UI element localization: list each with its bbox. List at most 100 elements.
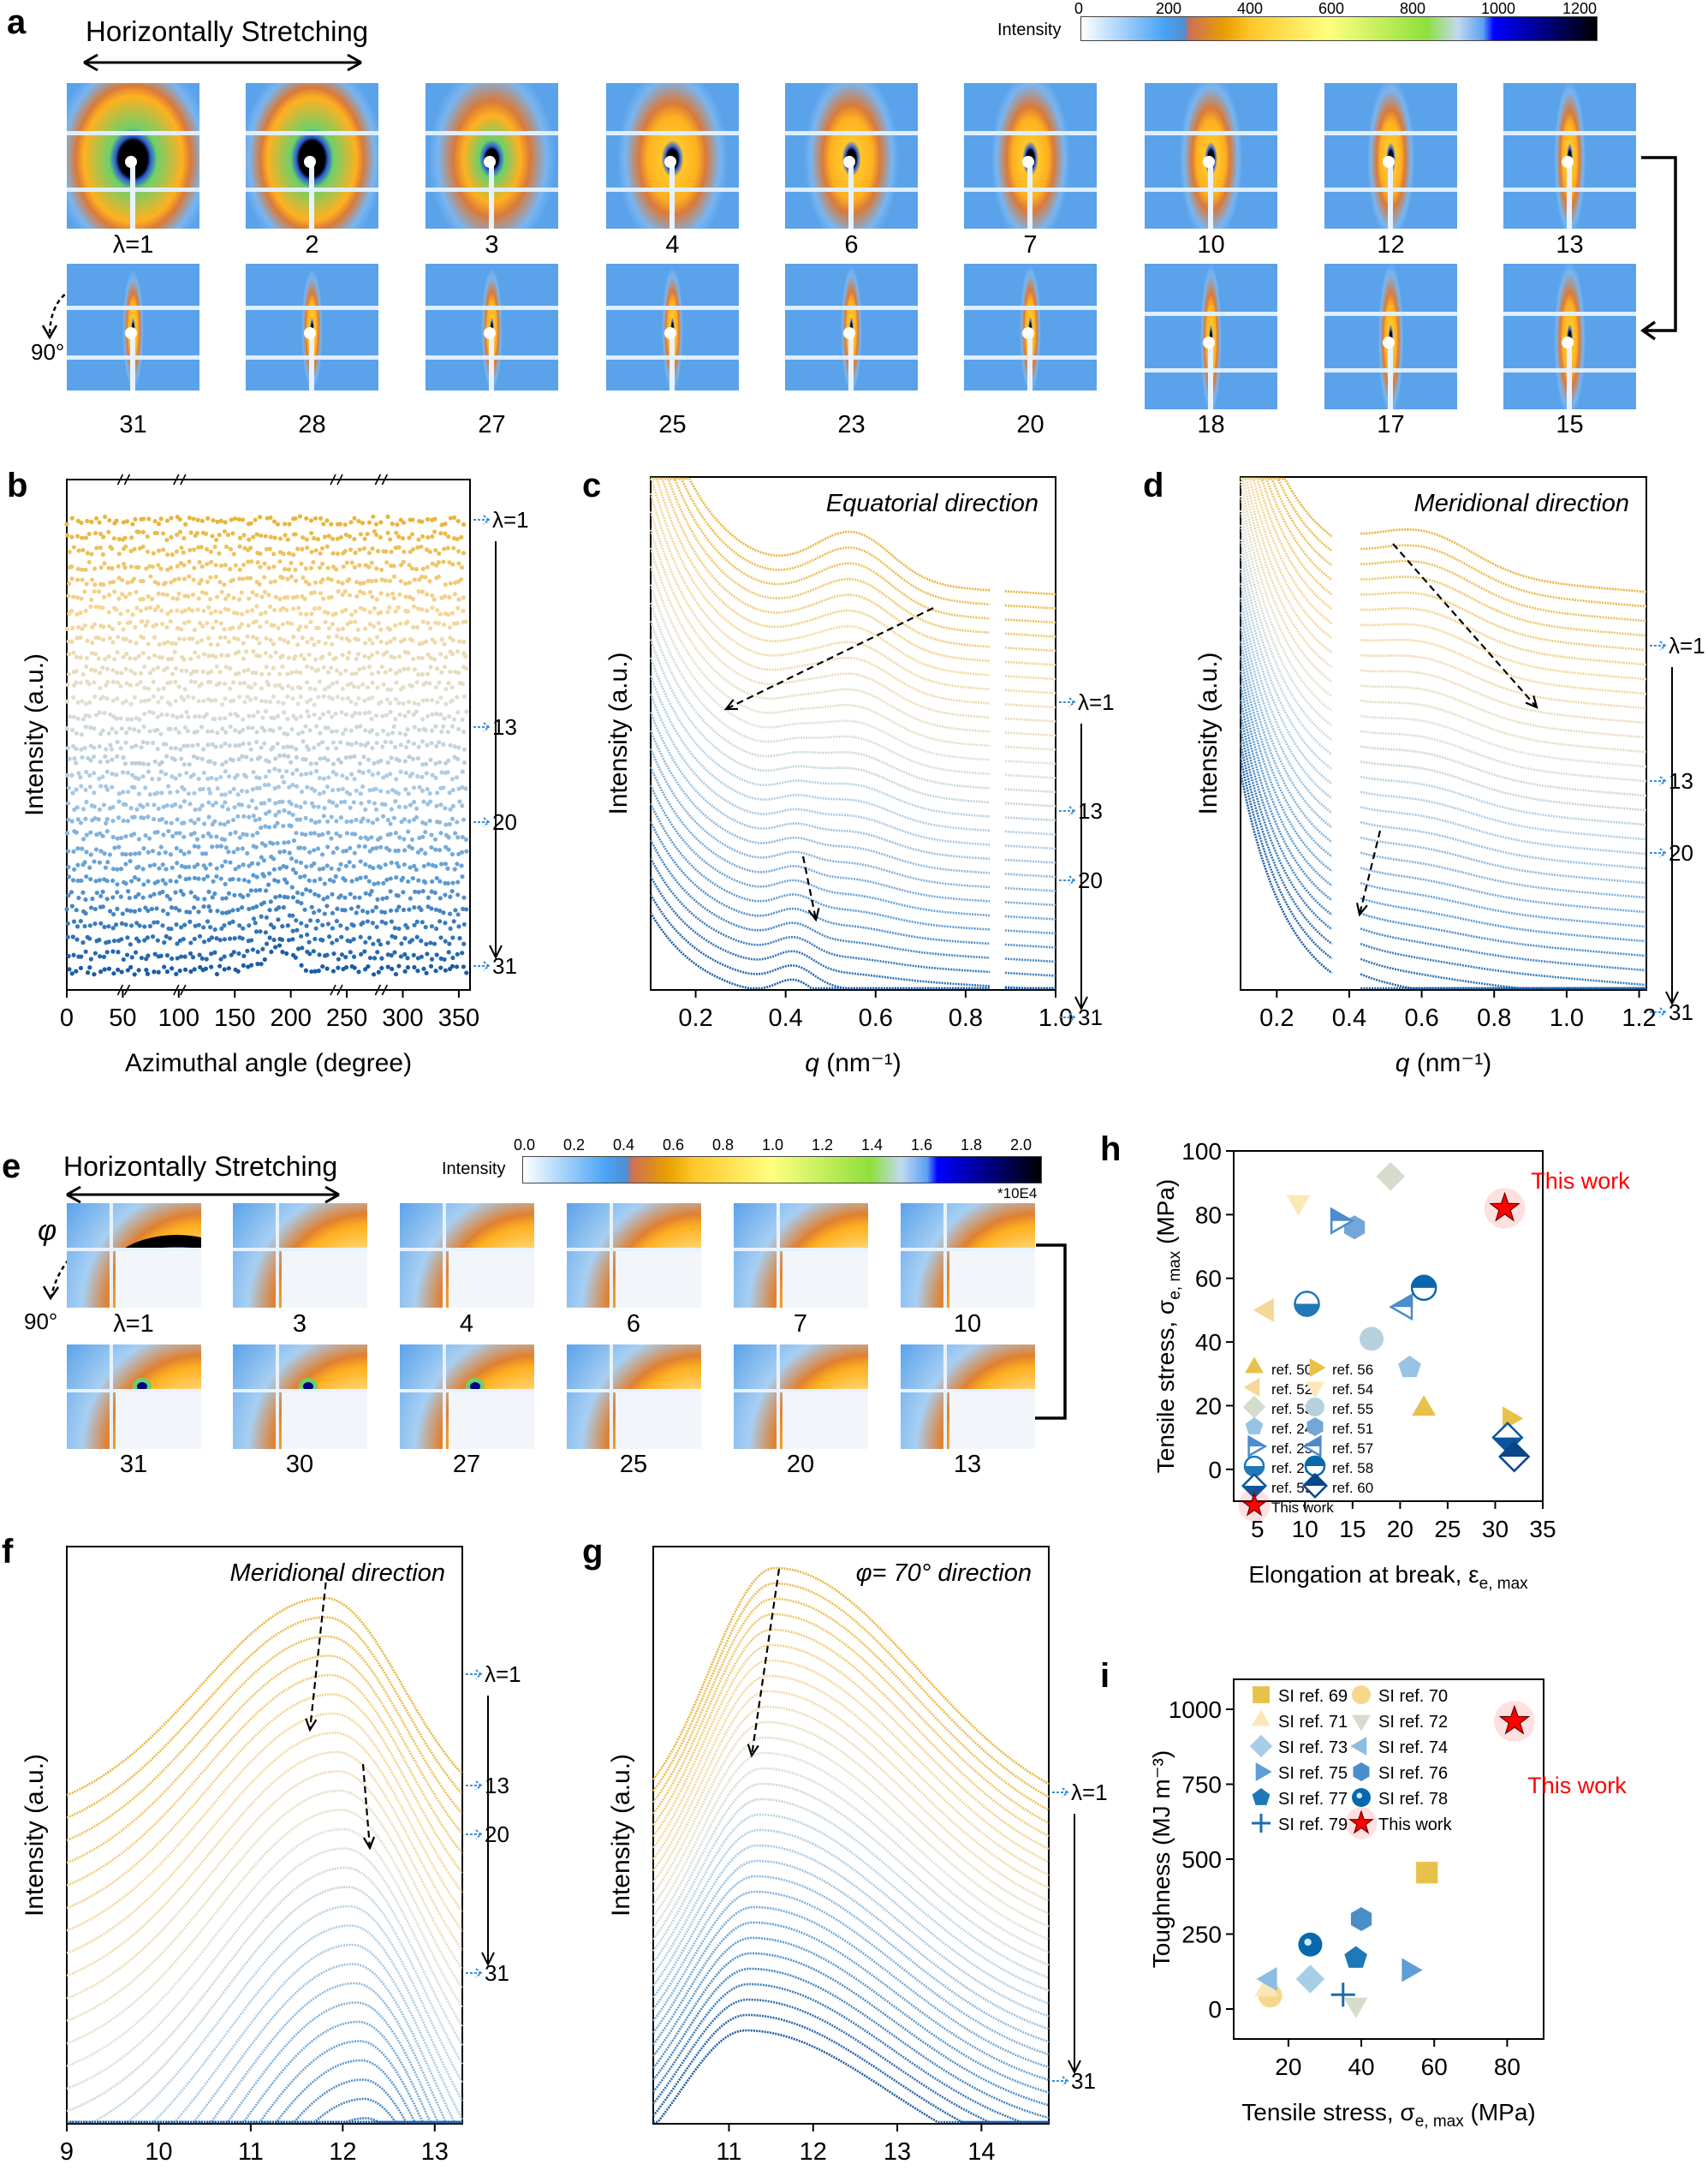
data-point	[275, 820, 280, 826]
detector-gap	[606, 305, 739, 310]
data-point	[406, 650, 411, 655]
data-point	[381, 682, 386, 687]
data-point	[107, 909, 113, 914]
data-point	[145, 971, 151, 976]
data-point	[305, 708, 310, 714]
data-point	[199, 803, 205, 808]
data-point	[208, 679, 213, 684]
data-point	[78, 635, 83, 641]
y-axis-label: Intensity (a.u.)	[1194, 652, 1223, 814]
data-point	[371, 941, 376, 946]
data-point	[449, 698, 455, 703]
data-point	[74, 805, 80, 810]
data-point	[329, 577, 334, 582]
data-point	[152, 920, 157, 925]
legend-marker	[1304, 1455, 1326, 1477]
data-point	[330, 910, 336, 915]
data-point	[110, 757, 115, 762]
data-point	[316, 969, 321, 974]
data-point	[351, 800, 356, 805]
data-point	[200, 786, 205, 791]
data-series-line	[66, 1789, 464, 2023]
data-point	[94, 546, 99, 551]
data-point	[178, 560, 183, 566]
data-point	[273, 650, 278, 655]
data-point	[223, 800, 228, 805]
data-series-line	[652, 1613, 1050, 1824]
data-point	[362, 711, 368, 716]
data-point	[92, 951, 98, 956]
data-point	[241, 641, 246, 646]
data-series-line	[652, 1736, 1050, 1928]
data-point	[367, 610, 372, 615]
data-point	[106, 939, 111, 945]
data-point	[227, 936, 233, 941]
data-point	[208, 698, 214, 703]
data-point	[253, 888, 259, 893]
data-point	[413, 889, 418, 894]
marker-highlight	[1304, 1938, 1312, 1947]
data-point	[445, 866, 450, 871]
data-point	[312, 590, 317, 595]
data-point	[245, 634, 250, 639]
data-point	[240, 754, 245, 759]
data-point	[178, 747, 183, 752]
data-point	[70, 934, 75, 939]
data-point	[401, 701, 406, 706]
stretch-ratio-label: 15	[1556, 411, 1584, 438]
data-point	[378, 835, 383, 840]
detector-gap	[567, 1389, 701, 1393]
axes-frame	[66, 479, 471, 991]
data-point	[410, 596, 415, 601]
data-point	[357, 711, 362, 716]
data-point	[196, 776, 201, 781]
data-point	[315, 537, 321, 542]
crystal-spot	[136, 1381, 147, 1391]
data-point	[459, 850, 465, 855]
data-point	[354, 740, 359, 746]
data-point	[199, 724, 205, 730]
data-point	[236, 649, 241, 654]
data-point	[185, 729, 191, 734]
x-tick-label: 15	[1339, 1516, 1366, 1542]
data-point	[392, 950, 397, 955]
data-point	[244, 789, 250, 794]
data-point	[325, 565, 330, 570]
data-point	[335, 680, 340, 685]
data-point	[205, 919, 211, 924]
data-point	[281, 551, 286, 557]
beamstop	[1203, 156, 1216, 168]
data-point	[398, 579, 403, 584]
data-point	[357, 547, 362, 552]
data-point	[161, 804, 166, 809]
data-point	[339, 800, 344, 805]
data-point	[142, 711, 147, 717]
data-point	[305, 700, 310, 705]
data-point	[87, 936, 92, 941]
data-point	[205, 873, 211, 879]
data-point	[64, 772, 70, 778]
data-point	[187, 606, 192, 611]
data-point	[402, 848, 408, 853]
data-point	[456, 670, 461, 676]
data-point	[277, 753, 283, 759]
data-point	[325, 830, 330, 835]
data-point	[253, 818, 258, 823]
data-point	[257, 816, 262, 821]
data-point	[394, 680, 399, 685]
data-point	[276, 625, 281, 631]
saxs-pattern-row2	[246, 264, 378, 390]
data-point	[354, 656, 359, 662]
data-point	[369, 653, 375, 658]
data-point	[122, 761, 128, 766]
data-point	[170, 552, 175, 557]
data-point	[1410, 1274, 1437, 1302]
data-point	[98, 685, 103, 691]
legend-label: ref. 23	[1271, 1460, 1312, 1476]
data-point	[123, 834, 128, 839]
data-point	[451, 919, 456, 924]
data-point	[373, 807, 379, 812]
data-point	[115, 754, 120, 759]
data-point	[196, 654, 201, 659]
